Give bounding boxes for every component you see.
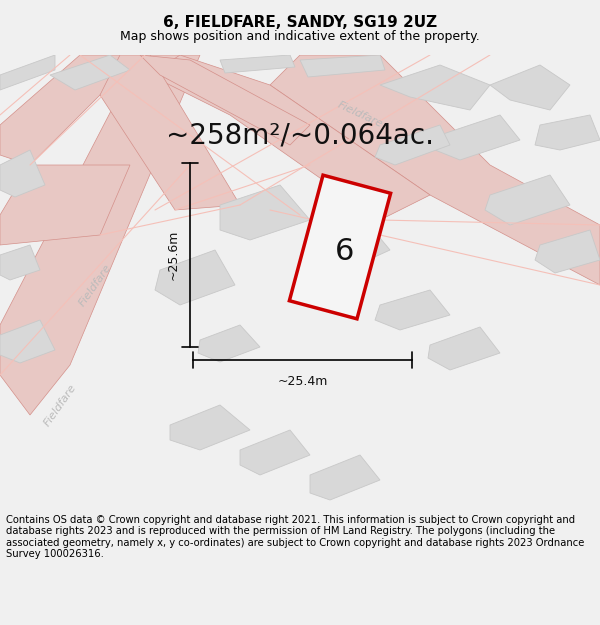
Polygon shape — [0, 55, 55, 90]
Polygon shape — [375, 290, 450, 330]
Text: Fieldfare: Fieldfare — [336, 100, 384, 130]
Text: Contains OS data © Crown copyright and database right 2021. This information is : Contains OS data © Crown copyright and d… — [6, 514, 584, 559]
Text: Fieldfare: Fieldfare — [77, 262, 113, 308]
Polygon shape — [305, 220, 390, 275]
Polygon shape — [535, 115, 600, 150]
Polygon shape — [428, 327, 500, 370]
Text: ~258m²/~0.064ac.: ~258m²/~0.064ac. — [166, 121, 434, 149]
Polygon shape — [198, 325, 260, 362]
Polygon shape — [140, 55, 310, 145]
Polygon shape — [0, 245, 40, 280]
Polygon shape — [435, 115, 520, 160]
Polygon shape — [0, 320, 55, 363]
Polygon shape — [485, 175, 570, 225]
Polygon shape — [535, 230, 600, 273]
Polygon shape — [289, 175, 391, 319]
Text: Fieldfare: Fieldfare — [42, 382, 78, 428]
Polygon shape — [240, 430, 310, 475]
Text: Map shows position and indicative extent of the property.: Map shows position and indicative extent… — [120, 30, 480, 43]
Polygon shape — [0, 150, 45, 197]
Text: ~25.6m: ~25.6m — [167, 230, 180, 280]
Text: ~25.4m: ~25.4m — [277, 375, 328, 388]
Polygon shape — [310, 455, 380, 500]
Polygon shape — [0, 55, 140, 165]
Polygon shape — [155, 250, 235, 305]
Polygon shape — [380, 65, 490, 110]
Polygon shape — [150, 55, 430, 220]
Polygon shape — [0, 55, 200, 415]
Polygon shape — [170, 405, 250, 450]
Text: 6: 6 — [335, 238, 355, 266]
Polygon shape — [375, 125, 450, 165]
Polygon shape — [220, 185, 310, 240]
Text: 6, FIELDFARE, SANDY, SG19 2UZ: 6, FIELDFARE, SANDY, SG19 2UZ — [163, 16, 437, 31]
Polygon shape — [50, 55, 130, 90]
Polygon shape — [220, 55, 295, 73]
Polygon shape — [0, 165, 130, 245]
Polygon shape — [270, 55, 600, 285]
Polygon shape — [490, 65, 570, 110]
Polygon shape — [100, 55, 240, 210]
Polygon shape — [300, 55, 385, 77]
